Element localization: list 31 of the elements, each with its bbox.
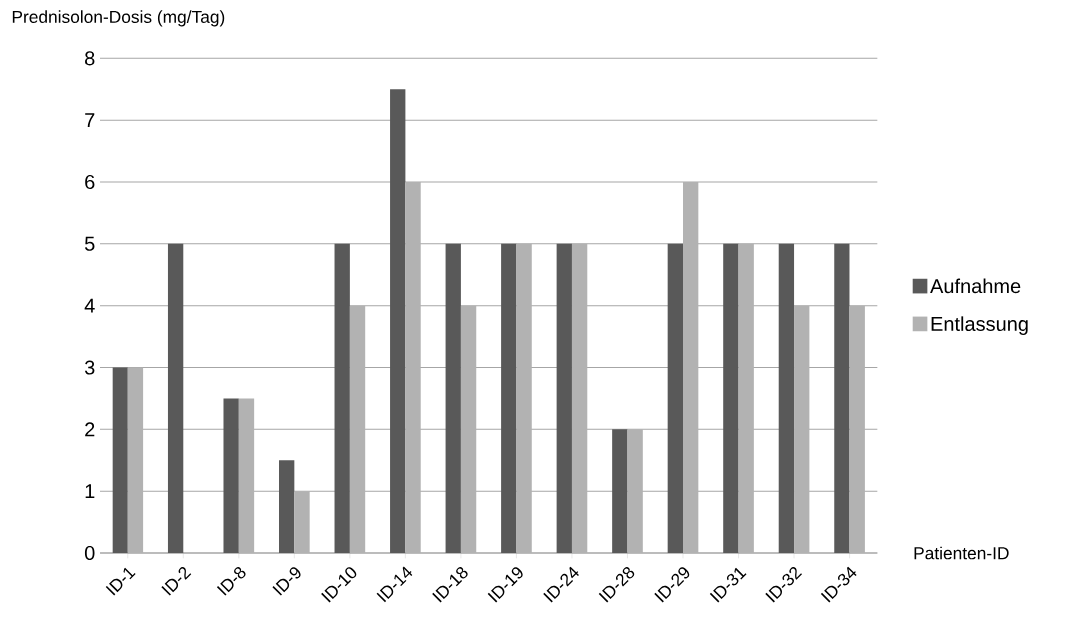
- x-tick-label: ID-1: [105, 567, 136, 596]
- y-axis-title: Prednisolon-Dosis (mg/Tag): [12, 10, 225, 27]
- bar: [723, 243, 739, 553]
- x-tick-label: ID-9: [272, 567, 301, 596]
- bar: [167, 243, 184, 553]
- y-tick-label: 4: [84, 298, 95, 313]
- bar: [445, 243, 461, 553]
- y-tick-label: 8: [85, 51, 95, 66]
- y-tick-label: 3: [84, 360, 95, 375]
- bar: [223, 398, 239, 553]
- bar: [667, 243, 684, 553]
- y-tick-label: 5: [84, 236, 95, 251]
- y-tick-label: 0: [84, 545, 95, 561]
- y-tick-label: 2: [85, 422, 95, 437]
- y-tick-label: 1: [85, 484, 95, 499]
- legend-label: Aufnahme: [930, 278, 1021, 294]
- legend-label: Entlassung: [931, 316, 1028, 335]
- x-tick-label: ID-2: [161, 567, 192, 596]
- bar: [279, 460, 295, 553]
- bar: [612, 429, 628, 553]
- bar: [778, 243, 795, 553]
- bar: [556, 243, 572, 553]
- bar: [390, 89, 406, 553]
- bar: [112, 367, 128, 553]
- x-axis-title: Patienten-ID: [914, 546, 1009, 560]
- y-tick-label: 6: [85, 174, 95, 190]
- bar: [501, 243, 517, 553]
- bar: [334, 243, 350, 553]
- x-tick-label: ID-8: [216, 567, 246, 596]
- bar: [834, 243, 850, 553]
- y-tick-label: 7: [85, 113, 95, 128]
